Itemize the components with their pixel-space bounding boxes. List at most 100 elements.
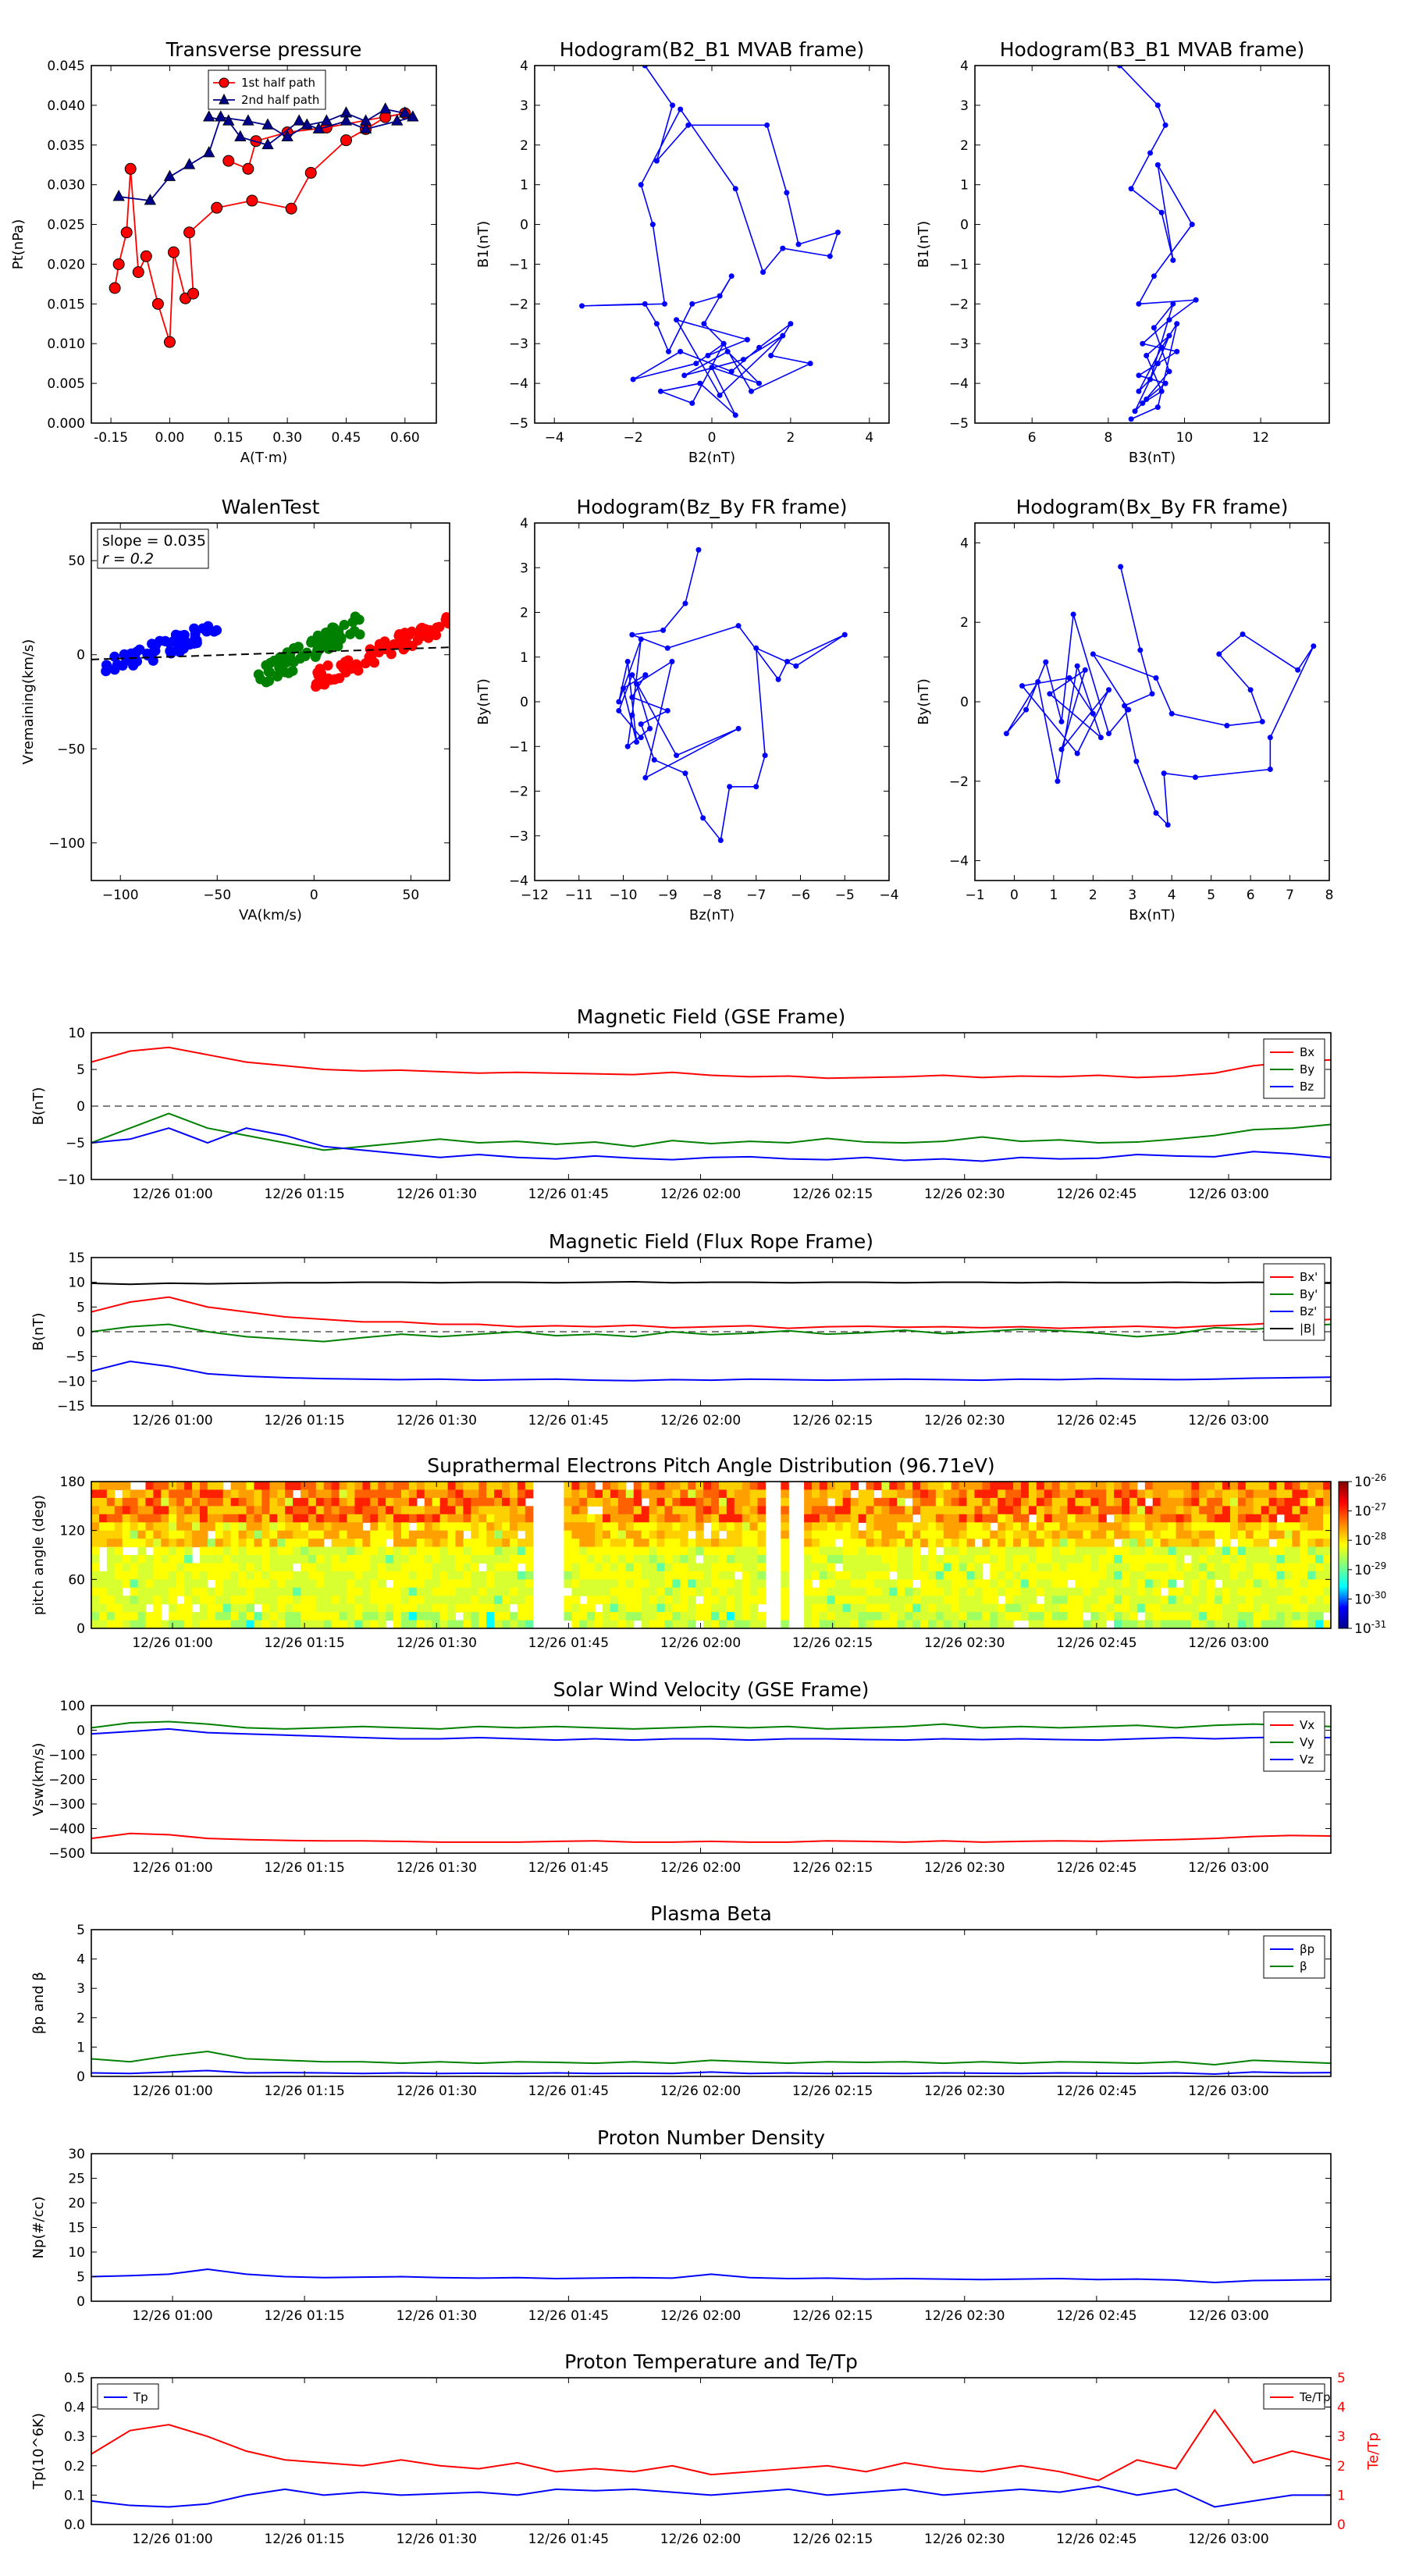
- pad-cell: [455, 1571, 464, 1580]
- tp_ratio-xtick-label: 12/26 01:00: [132, 2532, 212, 2547]
- pad-cell: [1013, 1603, 1022, 1613]
- pad-cell: [804, 1514, 813, 1523]
- np-ytick-label: 5: [76, 2270, 85, 2286]
- pad-cell: [199, 1546, 208, 1556]
- pad-cell: [757, 1596, 767, 1605]
- tp_ratio-series-1: [91, 2408, 1331, 2482]
- pad-cell: [1284, 1579, 1293, 1589]
- pad-cell: [509, 1620, 518, 1628]
- pad-cell: [1075, 1530, 1083, 1539]
- pad-cell: [819, 1506, 828, 1515]
- tp_ratio-ytick-label-r: 5: [1337, 2371, 1346, 2386]
- pad-cell: [1268, 1530, 1278, 1539]
- walen-ytick-label: −50: [57, 742, 85, 757]
- pad-cell: [169, 1603, 177, 1613]
- pad-cell: [293, 1530, 301, 1539]
- pad-cell: [812, 1612, 820, 1621]
- vsw-title: Solar Wind Velocity (GSE Frame): [553, 1678, 870, 1701]
- pad-cell: [1005, 1603, 1014, 1613]
- pad-cell: [695, 1497, 704, 1507]
- pad-cell: [726, 1620, 735, 1628]
- pad-cell: [579, 1514, 588, 1523]
- pad-cell: [749, 1514, 759, 1523]
- h4-point: [1106, 687, 1112, 693]
- pad-cell: [176, 1579, 185, 1589]
- h4-xtick-label: 4: [1168, 888, 1176, 903]
- pad-cell: [819, 1571, 828, 1580]
- beta-title: Plasma Beta: [650, 1902, 772, 1925]
- pad-cell: [471, 1587, 479, 1596]
- pad-cell: [695, 1530, 704, 1539]
- pad-cell: [106, 1612, 116, 1621]
- pad-cell: [982, 1587, 991, 1596]
- pad-cell: [1207, 1539, 1215, 1548]
- tp-ytick-label: 0.010: [47, 336, 85, 352]
- pad-cell: [1160, 1497, 1169, 1507]
- pad-cell: [98, 1514, 108, 1523]
- vsw-xtick-label: 12/26 01:00: [132, 1860, 212, 1876]
- pad-cell: [827, 1522, 836, 1532]
- pad-cell: [254, 1612, 262, 1621]
- pad-cell: [517, 1546, 526, 1556]
- pad-cell: [990, 1579, 998, 1589]
- pad-cell: [300, 1555, 309, 1564]
- pad-cell: [1207, 1482, 1215, 1491]
- pad-cell: [1300, 1555, 1308, 1564]
- mag_fr-xtick-label: 12/26 01:00: [132, 1413, 212, 1429]
- pad-cell: [656, 1571, 666, 1580]
- pad-cell: [641, 1620, 650, 1628]
- pad-cell: [919, 1603, 929, 1613]
- pad-xtick-label: 12/26 02:45: [1056, 1635, 1136, 1651]
- walen-ytick-label: 50: [68, 553, 85, 569]
- pad-cell: [238, 1514, 247, 1523]
- pad-cell: [222, 1620, 232, 1628]
- pad-cell: [680, 1563, 688, 1572]
- pad-cell: [959, 1489, 968, 1499]
- pad-cell: [517, 1522, 526, 1532]
- pad-cell: [1044, 1555, 1053, 1564]
- pad-cell: [897, 1579, 905, 1589]
- pad-cell: [1168, 1579, 1177, 1589]
- pad-cell: [688, 1514, 696, 1523]
- pad-cell: [1051, 1603, 1061, 1613]
- pad-cell: [308, 1555, 317, 1564]
- tp-point: [304, 166, 317, 179]
- pad-cell: [184, 1571, 193, 1580]
- pad-cell: [1284, 1612, 1293, 1621]
- pad-cell: [192, 1587, 201, 1596]
- pad-cell: [1083, 1596, 1091, 1605]
- pad-cell: [1315, 1596, 1324, 1605]
- pad-cell: [617, 1612, 627, 1621]
- pad-cell: [509, 1522, 518, 1532]
- pad-cell: [935, 1620, 944, 1628]
- h1-point: [748, 388, 754, 394]
- pad-cell: [254, 1482, 262, 1491]
- pad-cell: [1315, 1506, 1324, 1515]
- pad-cell: [827, 1555, 836, 1564]
- pad-cell: [254, 1587, 262, 1596]
- h2-point: [1136, 301, 1142, 307]
- pad-xtick-label: 12/26 02:15: [792, 1635, 873, 1651]
- pad-cell: [951, 1546, 960, 1556]
- pad-cell: [905, 1546, 913, 1556]
- pad-cell: [998, 1555, 1006, 1564]
- h3-ytick-label: −4: [509, 873, 528, 889]
- pad-cell: [1176, 1620, 1185, 1628]
- pad-cell: [850, 1596, 859, 1605]
- mag_fr-ytick-label: −5: [66, 1350, 85, 1365]
- h3-point: [735, 725, 742, 731]
- pad-cell: [617, 1579, 627, 1589]
- pad-cell: [354, 1563, 363, 1572]
- pad-cell: [269, 1555, 278, 1564]
- pad-cell: [1005, 1579, 1014, 1589]
- pad-cell: [509, 1530, 518, 1539]
- pad-cell: [564, 1612, 572, 1621]
- vsw-ytick-label: −200: [48, 1773, 85, 1788]
- pad-cell: [579, 1587, 588, 1596]
- pad-cell: [192, 1482, 201, 1491]
- pad-cell: [688, 1579, 696, 1589]
- pad-cell: [1199, 1506, 1208, 1515]
- pad-colorbar-label: 10-28: [1354, 1531, 1386, 1549]
- pad-cell: [439, 1530, 449, 1539]
- pad-cell: [703, 1603, 712, 1613]
